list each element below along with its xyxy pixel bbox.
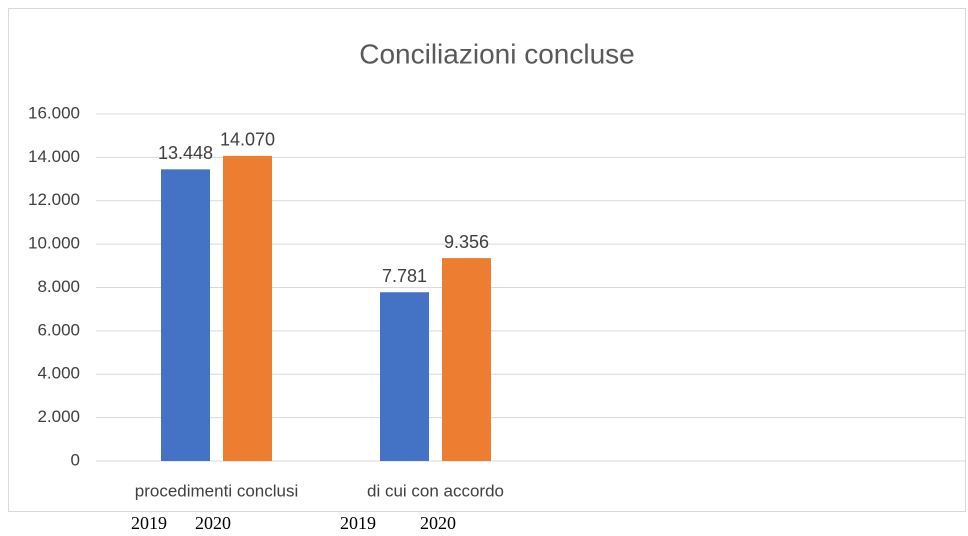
bar [223,155,272,461]
chart-title: Conciliazioni concluse [359,38,634,69]
y-tick-label: 0 [71,450,80,469]
y-tick-label: 6.000 [37,320,80,339]
data-label: 9.356 [444,232,489,252]
y-tick-label: 8.000 [37,277,80,296]
y-tick-label: 14.000 [28,147,80,166]
chart-border [8,8,966,512]
data-label: 7.781 [382,266,427,286]
series-name: 2019 [131,513,167,533]
bar [161,169,210,461]
x-tick-label: di cui con accordo [367,481,504,500]
y-tick-label: 12.000 [28,190,80,209]
y-tick-label: 4.000 [37,364,80,383]
series-name: 2019 [340,513,376,533]
bar [442,258,491,461]
y-tick-label: 16.000 [28,103,80,122]
bar [380,292,429,461]
x-tick-label: procedimenti conclusi [135,481,298,500]
series-name: 2020 [195,513,231,533]
y-tick-label: 2.000 [37,407,80,426]
series-name: 2020 [420,513,456,533]
data-label: 13.448 [158,143,213,163]
y-tick-label: 10.000 [28,234,80,253]
data-label: 14.070 [220,130,275,150]
